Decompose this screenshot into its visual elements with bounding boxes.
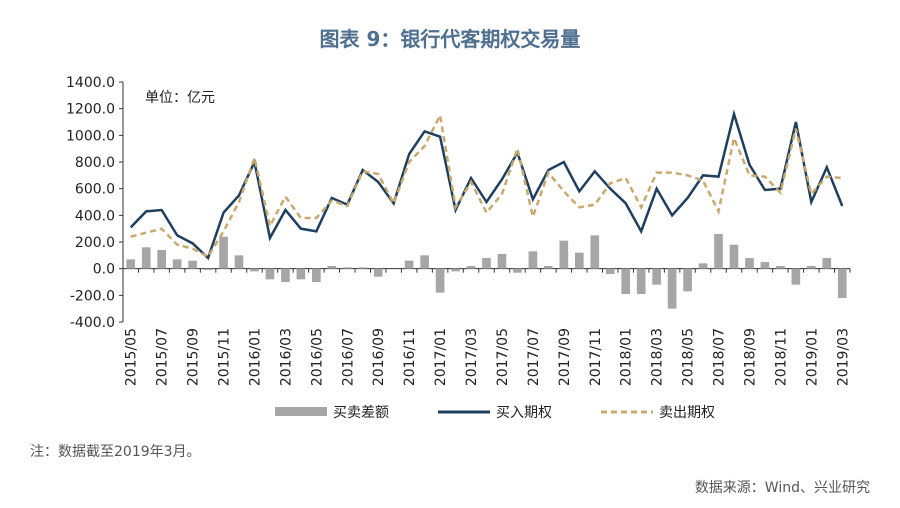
x-tick-label: 2016/11: [402, 328, 418, 386]
bar: [621, 268, 631, 294]
legend-swatch: [275, 407, 327, 416]
x-tick-label: 2019/03: [835, 328, 851, 386]
bar: [544, 266, 553, 269]
bar: [141, 247, 151, 269]
bar: [806, 266, 816, 269]
bar: [219, 236, 228, 269]
bar: [203, 268, 213, 270]
x-tick-label: 2017/07: [526, 328, 542, 386]
x-tick-label: 2016/09: [371, 328, 387, 386]
x-tick-label: 2018/07: [712, 328, 728, 386]
bar: [281, 268, 290, 282]
bar: [822, 258, 832, 269]
bar: [837, 268, 847, 298]
y-tick-label: 600.0: [75, 182, 115, 198]
bar: [605, 268, 615, 274]
y-tick-label: 200.0: [75, 235, 115, 251]
bar: [513, 268, 522, 273]
x-tick-label: 2018/05: [681, 328, 697, 386]
x-tick-label: 2016/01: [247, 328, 263, 386]
x-tick-label: 2017/03: [464, 328, 480, 386]
source: 数据来源：Wind、兴业研究: [695, 480, 870, 496]
bar: [373, 268, 383, 277]
bar: [327, 266, 337, 269]
bar: [234, 255, 244, 269]
bar: [358, 267, 368, 269]
bar: [559, 240, 569, 269]
x-tick-label: 2018/09: [742, 328, 758, 386]
bar: [250, 268, 259, 272]
bar: [683, 268, 692, 292]
x-tick-label: 2018/01: [619, 328, 635, 386]
bar: [729, 244, 739, 269]
y-tick-label: 1200.0: [66, 102, 115, 118]
y-tick-label: -200.0: [70, 288, 115, 304]
bar: [172, 259, 182, 269]
bar: [574, 252, 584, 269]
bar: [188, 260, 197, 269]
x-tick-label: 2015/07: [155, 328, 171, 386]
y-tick-label: -400.0: [70, 315, 115, 331]
bar: [636, 268, 646, 294]
x-tick-label: 2016/03: [278, 328, 294, 386]
bar: [451, 268, 460, 272]
bar: [342, 267, 352, 269]
bar: [667, 268, 677, 309]
bar: [482, 258, 491, 269]
bar: [296, 268, 306, 280]
x-tick-label: 2017/01: [433, 328, 449, 386]
y-tick-label: 1400.0: [66, 75, 115, 91]
note: 注：数据截至2019年3月。: [30, 444, 201, 460]
bar: [497, 254, 507, 269]
x-tick-label: 2018/03: [650, 328, 666, 386]
x-tick-label: 2017/05: [495, 328, 511, 386]
x-tick-label: 2016/05: [309, 328, 325, 386]
bar: [760, 262, 770, 269]
y-tick-label: 0.0: [93, 262, 115, 278]
bar: [528, 251, 538, 269]
bar: [435, 268, 445, 293]
bar: [791, 268, 801, 285]
bar: [157, 250, 167, 269]
bar: [404, 260, 414, 269]
bar: [714, 234, 723, 269]
y-tick-label: 800.0: [75, 155, 115, 171]
x-tick-label: 2016/07: [340, 328, 356, 386]
unit-label: 单位：亿元: [145, 90, 215, 106]
bar: [745, 258, 754, 269]
x-tick-label: 2017/11: [588, 328, 604, 386]
line: [129, 109, 844, 261]
bar: [126, 259, 136, 269]
bar: [776, 266, 785, 269]
legend-label: 买卖差额: [333, 405, 389, 421]
y-tick-label: 1000.0: [66, 128, 115, 144]
x-tick-label: 2015/05: [124, 328, 140, 386]
x-tick-label: 2018/11: [773, 328, 789, 386]
x-tick-label: 2015/11: [217, 328, 233, 386]
bar: [265, 268, 275, 280]
bar: [420, 255, 429, 269]
legend-label: 买入期权: [496, 405, 552, 421]
bar: [466, 266, 476, 269]
y-tick-label: 400.0: [75, 208, 115, 224]
legend-label: 卖出期权: [659, 405, 715, 421]
chart-title: 图表 9：银行代客期权交易量: [320, 27, 581, 51]
line: [130, 111, 843, 259]
x-tick-label: 2019/01: [804, 328, 820, 386]
x-tick-label: 2017/09: [557, 328, 573, 386]
bar: [590, 235, 600, 269]
bar: [312, 268, 321, 282]
bar: [652, 268, 661, 285]
x-tick-label: 2015/09: [186, 328, 202, 386]
bar: [698, 263, 708, 269]
